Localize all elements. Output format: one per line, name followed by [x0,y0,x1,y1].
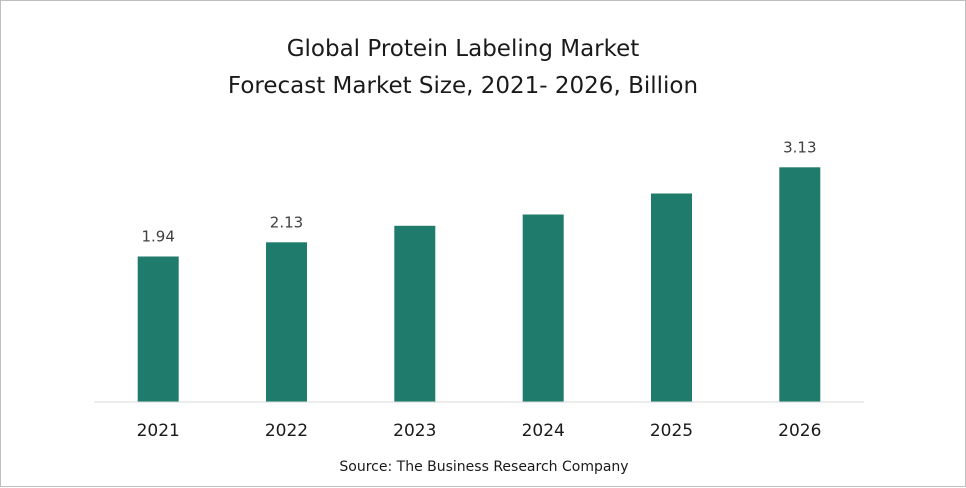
data-label-2021: 1.94 [141,228,174,246]
chart-title-line1: Global Protein Labeling Market [287,36,640,62]
x-tick-label-2024: 2024 [522,421,565,441]
bar-2025 [651,193,692,402]
data-label-2026: 3.13 [783,138,816,156]
x-tick-label-2026: 2026 [778,421,821,441]
data-label-2022: 2.13 [270,213,303,231]
bar-2021 [137,256,179,402]
x-tick-labels: 2021 2022 2023 2024 2025 2026 [137,421,822,441]
x-tick-label-2021: 2021 [137,421,180,441]
bar-2022 [266,242,307,403]
source-note: Source: The Business Research Company [339,459,628,475]
x-tick-label-2025: 2025 [650,421,693,441]
bar-2023 [394,225,436,403]
bar-2026 [779,167,821,402]
bar-2024 [522,214,564,402]
data-labels: 1.94 2.13 3.13 [141,138,816,245]
x-tick-label-2023: 2023 [393,421,436,441]
x-tick-label-2022: 2022 [265,421,308,441]
chart-title-line2: Forecast Market Size, 2021- 2026, Billio… [228,73,698,99]
bar-group [137,167,821,403]
